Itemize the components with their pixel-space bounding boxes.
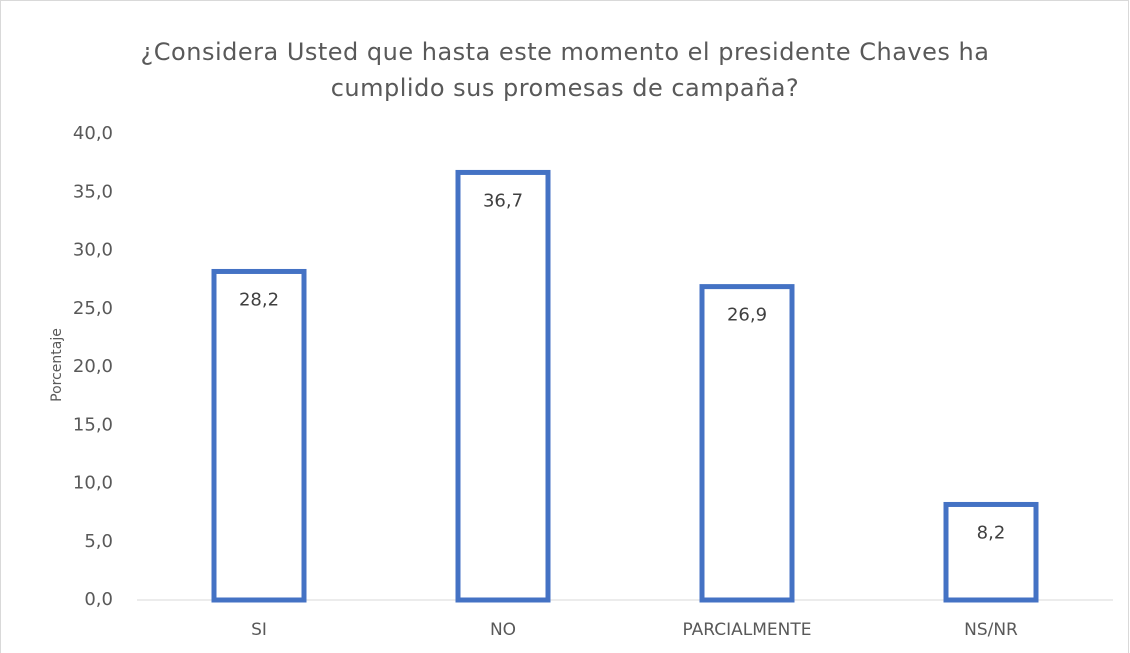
y-tick-label: 0,0 [84,589,113,610]
y-tick-label: 15,0 [73,414,113,435]
y-axis-label: Porcentaje [49,328,65,402]
bar [455,169,551,603]
y-tick-label: 5,0 [84,531,113,552]
chart-title: ¿Considera Usted que hasta este momento … [140,38,990,102]
y-tick-label: 30,0 [73,240,113,261]
x-tick-label: NS/NR [964,620,1018,640]
value-label: 28,2 [239,289,279,310]
bar [699,284,795,603]
x-tick-label: NO [490,620,516,640]
x-tick-label: SI [251,620,267,640]
value-label: 8,2 [977,522,1006,543]
y-tick-label: 20,0 [73,356,113,377]
y-tick-label: 35,0 [73,181,113,202]
value-label: 26,9 [727,305,767,326]
value-label: 36,7 [483,190,523,211]
x-tick-label: PARCIALMENTE [683,620,812,640]
bar [943,501,1039,603]
bar [211,268,307,603]
y-tick-label: 40,0 [73,123,113,144]
y-tick-label: 25,0 [73,298,113,319]
y-tick-label: 10,0 [73,473,113,494]
